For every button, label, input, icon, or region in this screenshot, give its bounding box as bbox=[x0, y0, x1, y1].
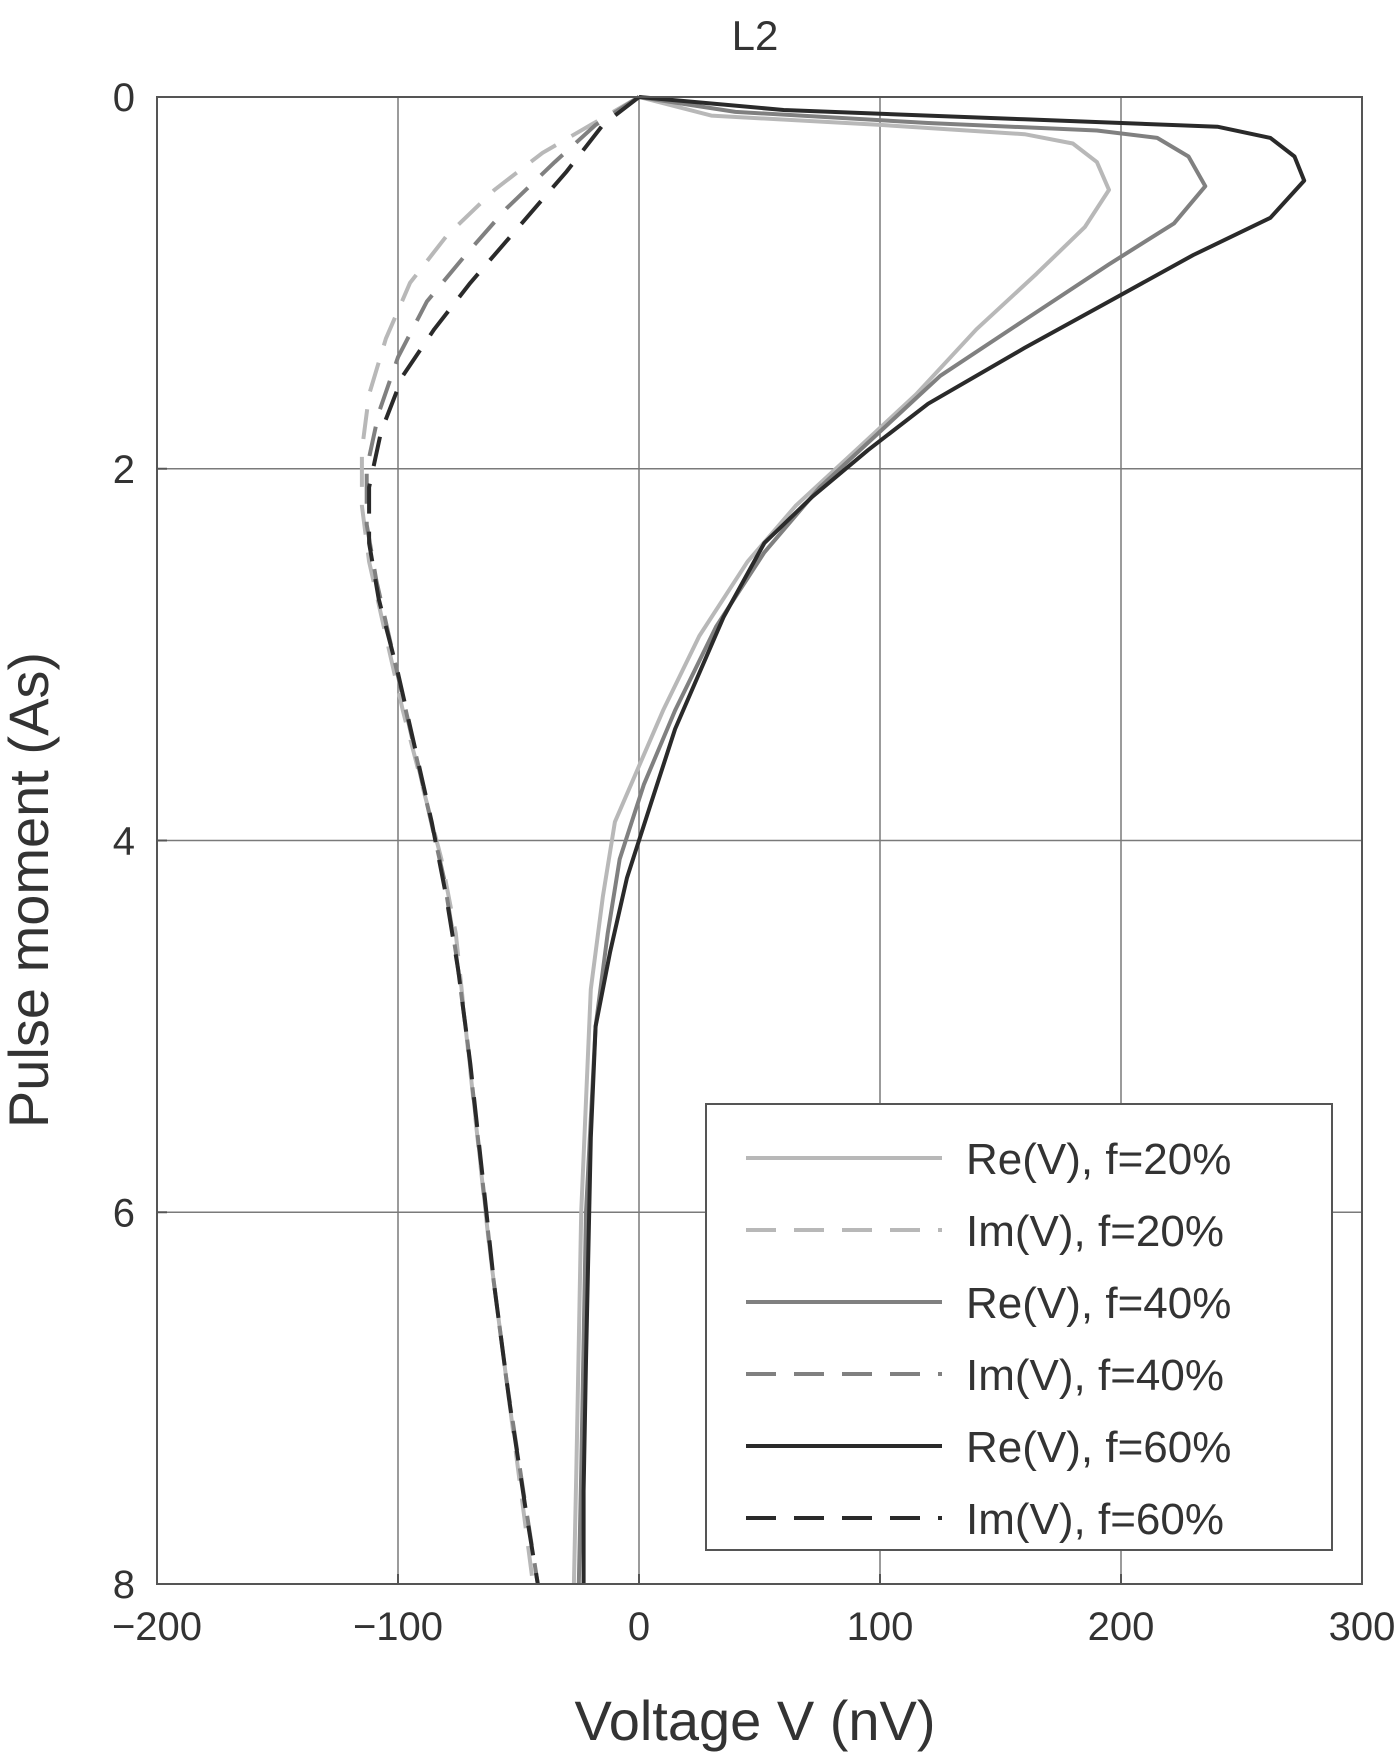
legend-label: Im(V), f=20% bbox=[966, 1207, 1224, 1256]
legend-label: Re(V), f=20% bbox=[966, 1135, 1231, 1184]
x-tick-label: 100 bbox=[847, 1605, 914, 1649]
x-axis-title: Voltage V (nV) bbox=[574, 1689, 935, 1752]
y-tick-label: 4 bbox=[113, 820, 135, 864]
y-axis-ticks: 0 2 4 6 8 bbox=[113, 76, 167, 1607]
series-line-re-4 bbox=[581, 95, 1307, 1584]
legend-label: Im(V), f=40% bbox=[966, 1351, 1224, 1400]
legend-label: Re(V), f=60% bbox=[966, 1423, 1231, 1472]
series-group bbox=[359, 95, 1307, 1585]
y-tick-label: 2 bbox=[113, 448, 135, 492]
x-tick-label: 300 bbox=[1329, 1605, 1396, 1649]
legend-label: Re(V), f=40% bbox=[966, 1279, 1231, 1328]
x-tick-label: 0 bbox=[628, 1605, 650, 1649]
chart-title: L2 bbox=[732, 12, 779, 59]
y-tick-label: 6 bbox=[113, 1191, 135, 1235]
x-tick-label: −100 bbox=[353, 1605, 443, 1649]
series-line-im-5 bbox=[367, 95, 641, 1585]
legend: Re(V), f=20% Im(V), f=20% Re(V), f=40% Im(V… bbox=[705, 1103, 1333, 1551]
x-tick-label: −200 bbox=[112, 1605, 202, 1649]
y-axis-title: Pulse moment (As) bbox=[0, 652, 60, 1128]
legend-box bbox=[705, 1103, 1333, 1551]
legend-label: Im(V), f=60% bbox=[966, 1495, 1224, 1544]
y-tick-label: 0 bbox=[113, 76, 135, 120]
y-tick-label: 8 bbox=[113, 1563, 135, 1607]
x-axis-ticks: −200 −100 0 100 200 300 bbox=[112, 1574, 1395, 1649]
series-line-re-0 bbox=[571, 95, 1111, 1585]
x-tick-label: 200 bbox=[1088, 1605, 1155, 1649]
